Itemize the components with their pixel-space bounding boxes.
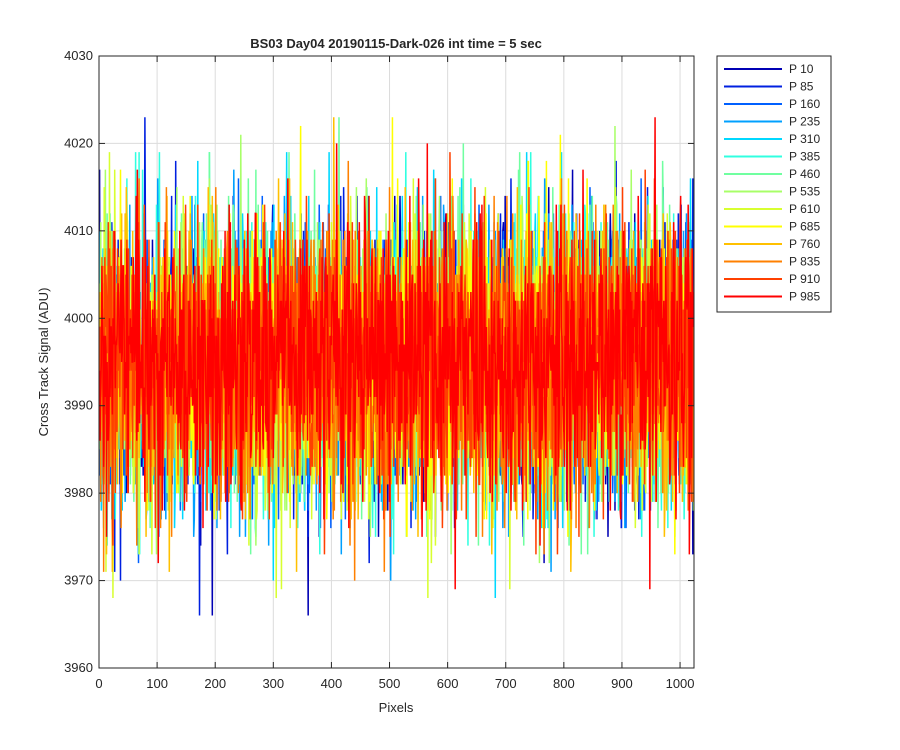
y-tick-label: 3960	[64, 660, 93, 675]
x-tick-label: 200	[204, 676, 226, 691]
y-tick-label: 3970	[64, 573, 93, 588]
x-tick-label: 700	[495, 676, 517, 691]
chart-title: BS03 Day04 20190115-Dark-026 int time = …	[250, 36, 542, 51]
x-tick-label: 300	[262, 676, 284, 691]
legend-label: P 685	[789, 220, 820, 234]
legend-label: P 85	[789, 80, 814, 94]
legend-items: P 10 P 85 P 160 P 235 P 310 P 385 P 460 P 535 P …	[724, 62, 820, 304]
x-tick-label: 900	[611, 676, 633, 691]
legend-label: P 385	[789, 150, 820, 164]
legend-label: P 460	[789, 167, 820, 181]
x-tick-label: 0	[95, 676, 102, 691]
series-line	[99, 117, 694, 590]
y-axis-ticks: 3960 3970 3980 3990 4000 4010 4020 4030	[64, 48, 694, 675]
y-tick-label: 4000	[64, 310, 93, 325]
plot-series	[99, 117, 694, 616]
legend-label: P 760	[789, 237, 820, 251]
x-tick-label: 800	[553, 676, 575, 691]
legend-label: P 160	[789, 97, 820, 111]
y-tick-label: 4010	[64, 223, 93, 238]
legend-label: P 985	[789, 290, 820, 304]
x-tick-label: 100	[146, 676, 168, 691]
legend-label: P 535	[789, 185, 820, 199]
legend-box	[716, 55, 832, 313]
x-axis-label: Pixels	[379, 700, 414, 715]
x-tick-label: 400	[321, 676, 343, 691]
legend-label: P 310	[789, 132, 820, 146]
x-axis-ticks: 0 100 200 300 400 500 600 700 800 900 1000	[95, 56, 695, 691]
y-tick-label: 4020	[64, 135, 93, 150]
axes-box	[98, 55, 695, 669]
y-tick-label: 3980	[64, 485, 93, 500]
legend-label: P 910	[789, 272, 820, 286]
legend-label: P 610	[789, 202, 820, 216]
x-tick-label: 600	[437, 676, 459, 691]
legend-label: P 235	[789, 115, 820, 129]
y-tick-label: 3990	[64, 398, 93, 413]
x-tick-label: 1000	[666, 676, 695, 691]
y-tick-label: 4030	[64, 48, 93, 63]
legend-label: P 10	[789, 62, 814, 76]
y-axis-label: Cross Track Signal (ADU)	[36, 288, 51, 437]
legend-label: P 835	[789, 255, 820, 269]
x-tick-label: 500	[379, 676, 401, 691]
legend[interactable]: P 10 P 85 P 160 P 235 P 310 P 385 P 460 P 535 P …	[716, 55, 832, 313]
